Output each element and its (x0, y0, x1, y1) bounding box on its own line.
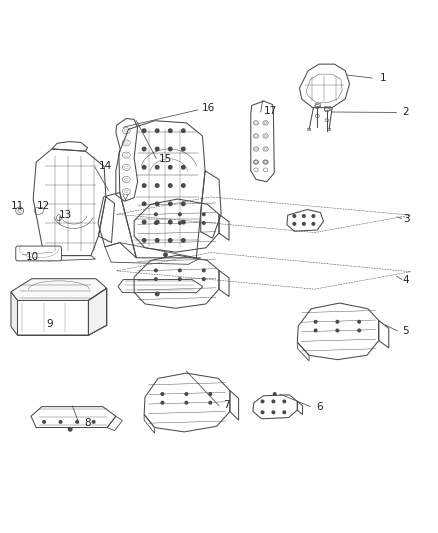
Circle shape (283, 411, 286, 414)
Circle shape (272, 411, 275, 414)
Circle shape (312, 223, 315, 225)
Circle shape (142, 129, 146, 133)
Circle shape (293, 215, 296, 217)
Circle shape (358, 320, 360, 323)
Circle shape (155, 292, 159, 296)
Circle shape (92, 421, 95, 423)
Circle shape (202, 269, 205, 272)
Circle shape (209, 393, 212, 395)
Text: 7: 7 (223, 400, 230, 410)
Circle shape (169, 166, 172, 169)
Circle shape (179, 213, 181, 215)
Circle shape (358, 329, 360, 332)
Text: 11: 11 (11, 200, 25, 211)
Circle shape (202, 222, 205, 224)
Circle shape (155, 166, 159, 169)
Circle shape (314, 320, 317, 323)
Circle shape (155, 184, 159, 187)
Circle shape (169, 202, 172, 206)
Polygon shape (18, 288, 107, 335)
Circle shape (76, 421, 78, 423)
Circle shape (169, 220, 172, 224)
Text: 2: 2 (402, 108, 409, 117)
Circle shape (202, 278, 205, 280)
Circle shape (68, 427, 72, 431)
Circle shape (273, 393, 276, 395)
FancyBboxPatch shape (16, 246, 61, 261)
Circle shape (155, 239, 159, 242)
Circle shape (155, 222, 157, 224)
Circle shape (155, 147, 159, 151)
Circle shape (164, 253, 167, 256)
Circle shape (59, 421, 62, 423)
Text: 5: 5 (402, 326, 409, 336)
Text: 3: 3 (403, 214, 410, 224)
Circle shape (209, 401, 212, 404)
Circle shape (142, 239, 146, 242)
Circle shape (303, 223, 305, 225)
Circle shape (185, 401, 187, 404)
Text: 16: 16 (202, 103, 215, 112)
Circle shape (161, 401, 164, 404)
Circle shape (169, 184, 172, 187)
Circle shape (182, 239, 185, 242)
Circle shape (182, 147, 185, 151)
Circle shape (169, 239, 172, 242)
Circle shape (182, 220, 185, 224)
Circle shape (182, 202, 185, 206)
Circle shape (336, 329, 339, 332)
Text: 4: 4 (403, 274, 410, 285)
Circle shape (155, 269, 157, 272)
Circle shape (169, 129, 172, 133)
Circle shape (142, 166, 146, 169)
Circle shape (155, 220, 159, 224)
Circle shape (283, 400, 286, 403)
Text: 14: 14 (99, 161, 112, 172)
Text: 8: 8 (84, 418, 91, 428)
Text: 15: 15 (159, 154, 173, 164)
Circle shape (169, 147, 172, 151)
Circle shape (182, 166, 185, 169)
Circle shape (161, 393, 164, 395)
Circle shape (272, 400, 275, 403)
Circle shape (142, 202, 146, 206)
Text: 13: 13 (59, 210, 72, 220)
Circle shape (185, 393, 187, 395)
Circle shape (142, 220, 146, 224)
Circle shape (261, 411, 264, 414)
Text: 17: 17 (264, 106, 277, 116)
Polygon shape (11, 292, 18, 335)
Circle shape (155, 213, 157, 215)
Text: 10: 10 (26, 252, 39, 262)
Circle shape (182, 184, 185, 187)
Circle shape (142, 147, 146, 151)
Circle shape (155, 202, 159, 206)
Text: 12: 12 (36, 200, 50, 211)
Circle shape (293, 223, 296, 225)
Circle shape (179, 278, 181, 280)
Circle shape (182, 129, 185, 133)
Circle shape (142, 184, 146, 187)
Circle shape (312, 215, 315, 217)
Circle shape (155, 129, 159, 133)
Circle shape (336, 320, 339, 323)
Circle shape (261, 400, 264, 403)
Text: 1: 1 (379, 73, 386, 83)
Circle shape (314, 329, 317, 332)
Circle shape (303, 215, 305, 217)
Circle shape (179, 222, 181, 224)
Circle shape (43, 421, 46, 423)
Text: 9: 9 (47, 319, 53, 329)
Circle shape (155, 278, 157, 280)
Text: 6: 6 (317, 402, 323, 411)
Circle shape (202, 213, 205, 215)
Circle shape (179, 269, 181, 272)
Polygon shape (11, 279, 107, 301)
